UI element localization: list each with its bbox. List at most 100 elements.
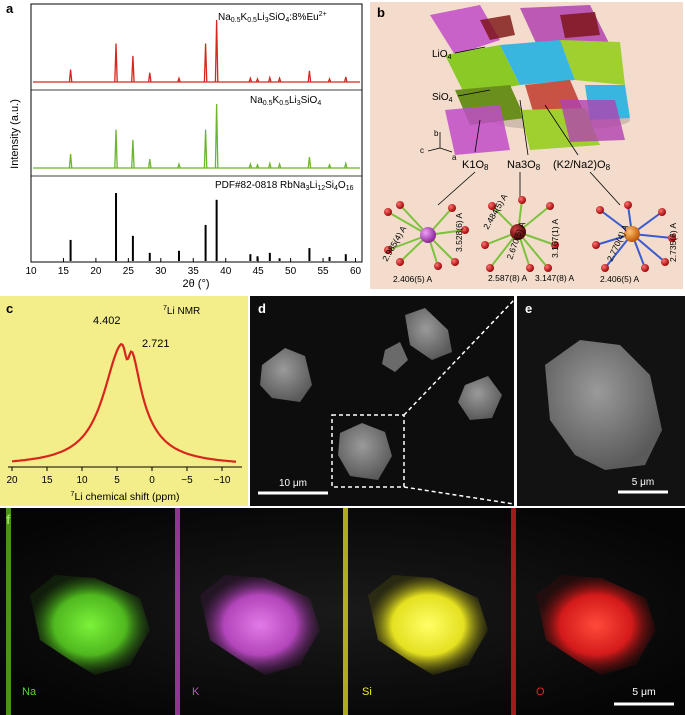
nmr-background bbox=[0, 296, 248, 506]
scalebar-d-label: 10 μm bbox=[279, 478, 307, 489]
eds-label-na: Na bbox=[22, 686, 37, 698]
xrd-xtick-label-1: 15 bbox=[58, 266, 70, 277]
eds-label-o: O bbox=[536, 686, 545, 698]
xrd-peak-0-9 bbox=[268, 75, 272, 83]
xrd-xtick-label-7: 45 bbox=[253, 266, 265, 277]
nmr-xtick-label-6: −10 bbox=[214, 475, 231, 486]
nmr-xtick-label-3: 5 bbox=[114, 475, 120, 486]
xrd-peak-1-7 bbox=[248, 161, 253, 169]
eds-label-k: K bbox=[192, 686, 200, 698]
panel-label-e: e bbox=[525, 301, 532, 316]
sem-particle-5 bbox=[338, 423, 392, 480]
nmr-xtick-label-1: 15 bbox=[41, 475, 53, 486]
xrd-peak-1-13 bbox=[343, 161, 348, 169]
xrd-peak-0-10 bbox=[277, 76, 282, 83]
label-lio4: LiO4 bbox=[432, 49, 452, 61]
xrd-peak-0-2 bbox=[131, 55, 135, 83]
xrd-peak-1-2 bbox=[131, 139, 135, 169]
xrd-peak-0-5 bbox=[203, 43, 208, 83]
scalebar-f-label: 5 μm bbox=[632, 686, 656, 698]
bond-k1-2: 2.406(5) A bbox=[393, 274, 433, 284]
xrd-peak-1-9 bbox=[268, 161, 272, 169]
nmr-xtick-label-0: 20 bbox=[6, 475, 18, 486]
eds-map-na: Na bbox=[6, 508, 150, 715]
xrd-label-pure: Na0.5K0.5Li3SiO4 bbox=[250, 95, 321, 107]
na3-polyhedron bbox=[481, 196, 559, 272]
nmr-title: 7Li NMR bbox=[163, 305, 200, 317]
eds-map-o: O bbox=[511, 508, 656, 715]
xrd-label-eu: Na0.5K0.5Li3SiO4:8%Eu2+ bbox=[218, 11, 327, 24]
sem-particle-2 bbox=[405, 308, 452, 360]
label-sio4: SiO4 bbox=[432, 92, 453, 104]
nmr-xticks: 20 15 10 5 0 −5 −10 bbox=[6, 467, 231, 486]
scalebar-e-label: 5 μm bbox=[632, 477, 654, 488]
xrd-ylabel: Intensity (a.u.) bbox=[9, 99, 21, 169]
bond-na3-2: 3.167(1) A bbox=[550, 218, 560, 258]
xrd-peak-1-0 bbox=[68, 153, 73, 169]
xrd-peak-1-3 bbox=[147, 158, 152, 169]
panel-f: f Na K Si O 5 μm bbox=[0, 508, 685, 715]
axis-triad: b c a bbox=[420, 129, 457, 162]
panel-c: c 20 15 10 5 0 −5 −10 7Li NMR 4.402 2.721 7Li … bbox=[0, 296, 248, 506]
nmr-xtick-label-5: −5 bbox=[181, 475, 193, 486]
xrd-peak-1-6 bbox=[214, 103, 219, 169]
panel-label-c: c bbox=[6, 301, 13, 316]
axis-b: b bbox=[434, 129, 439, 138]
axis-a: a bbox=[452, 153, 457, 162]
xrd-xtick-label-5: 35 bbox=[188, 266, 200, 277]
xrd-peak-0-12 bbox=[327, 77, 332, 83]
k1-polyhedron bbox=[384, 201, 469, 270]
xrd-xtick-label-10: 60 bbox=[350, 266, 362, 277]
panel-e: e 5 μm bbox=[517, 296, 685, 506]
panel-label-a: a bbox=[6, 1, 14, 16]
panel-b: b LiO4 SiO4 b c a bbox=[370, 2, 683, 289]
bond-k2-1: 2.735(6) A bbox=[668, 222, 678, 262]
sem-particle-1 bbox=[260, 348, 312, 402]
xrd-plot-frame bbox=[30, 3, 363, 263]
nmr-xlabel: 7Li chemical shift (ppm) bbox=[71, 491, 180, 503]
xrd-peak-0-0 bbox=[68, 69, 73, 83]
nmr-peak-label-2: 2.721 bbox=[142, 338, 170, 350]
eds-map-k: K bbox=[175, 508, 320, 715]
eds-map-si: Si bbox=[343, 508, 488, 715]
xrd-peak-0-8 bbox=[255, 77, 260, 83]
nmr-peak-label-1: 4.402 bbox=[93, 315, 121, 327]
xrd-peak-1-10 bbox=[277, 161, 282, 169]
sem-particle-3 bbox=[382, 342, 408, 372]
xrd-xtick-label-3: 25 bbox=[123, 266, 135, 277]
xrd-xtick-label-0: 10 bbox=[25, 266, 37, 277]
xrd-xtick-label-4: 30 bbox=[155, 266, 167, 277]
sem-zoom-box bbox=[331, 414, 405, 488]
panel-d: d 10 μm bbox=[250, 296, 515, 506]
xrd-xtick-label-8: 50 bbox=[285, 266, 297, 277]
xrd-xtick-label-6: 40 bbox=[220, 266, 232, 277]
xrd-peak-1-8 bbox=[255, 162, 260, 169]
bond-na3-4: 3.147(8) A bbox=[535, 273, 575, 283]
xrd-peak-1-12 bbox=[327, 162, 332, 169]
eds-label-si: Si bbox=[362, 686, 372, 698]
xrd-peak-0-7 bbox=[248, 76, 253, 83]
xrd-peak-0-11 bbox=[307, 70, 312, 83]
nmr-xtick-label-4: 0 bbox=[149, 475, 155, 486]
label-k1o8: K1O8 bbox=[462, 159, 489, 172]
nmr-spectrum-line bbox=[11, 342, 237, 463]
bond-na3-3: 2.587(8) A bbox=[488, 273, 528, 283]
xrd-peak-0-4 bbox=[177, 76, 181, 83]
xrd-peak-1-4 bbox=[177, 161, 181, 169]
k2-polyhedron bbox=[592, 201, 676, 272]
label-na3o8: Na3O8 bbox=[507, 159, 541, 172]
xrd-peak-0-1 bbox=[114, 43, 118, 83]
crystal-structure bbox=[430, 5, 630, 155]
xrd-peak-0-6 bbox=[214, 19, 219, 83]
xrd-xticks: 10 15 20 25 30 35 40 45 50 55 60 bbox=[25, 258, 362, 277]
xrd-peak-1-5 bbox=[203, 129, 208, 169]
xrd-peak-1-11 bbox=[307, 157, 312, 169]
axis-c: c bbox=[420, 146, 424, 155]
xrd-label-pdf: PDF#82-0818 RbNa3Li12Si4O16 bbox=[215, 180, 354, 192]
label-k2na2o8: (K2/Na2)O8 bbox=[553, 159, 611, 172]
sem-particle-zoom bbox=[545, 340, 662, 470]
sem-particle-4 bbox=[458, 376, 502, 420]
xrd-xtick-label-9: 55 bbox=[317, 266, 329, 277]
xrd-peak-0-13 bbox=[343, 76, 348, 83]
